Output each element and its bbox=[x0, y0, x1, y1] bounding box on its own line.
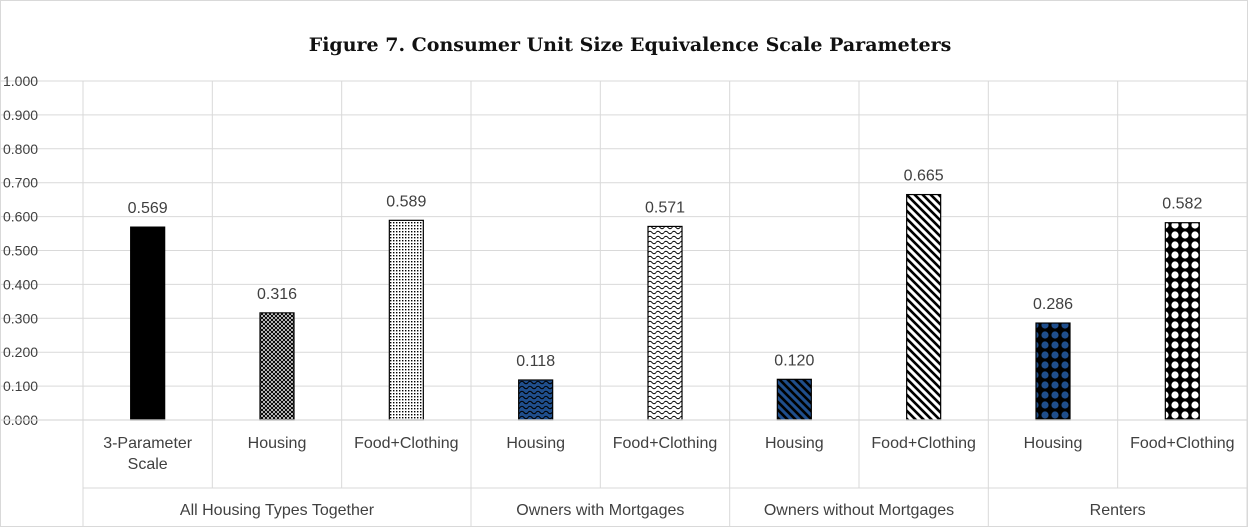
category-label: Food+Clothing bbox=[1130, 435, 1235, 452]
data-label: 0.665 bbox=[904, 168, 944, 185]
bar bbox=[1035, 322, 1071, 421]
bar bbox=[647, 225, 683, 421]
bar bbox=[518, 379, 554, 421]
y-tick-label: 0.100 bbox=[3, 378, 38, 394]
category-label: Scale bbox=[128, 456, 168, 473]
category-label: Food+Clothing bbox=[871, 435, 976, 452]
x-axis: 3-Parameter Scale Housing Food+Clothing Hous… bbox=[0, 419, 1248, 527]
y-tick-label: 0.300 bbox=[3, 310, 38, 326]
group-label: Renters bbox=[1090, 502, 1146, 519]
data-label: 0.571 bbox=[645, 199, 685, 216]
y-tick-label: 0.700 bbox=[3, 175, 38, 191]
data-label: 0.582 bbox=[1162, 196, 1202, 213]
bar bbox=[259, 312, 295, 421]
category-label: Housing bbox=[506, 435, 565, 452]
y-tick-label: 0.800 bbox=[3, 141, 38, 157]
data-label: 0.569 bbox=[128, 200, 168, 217]
data-label: 0.316 bbox=[257, 286, 297, 303]
y-tick-label: 1.000 bbox=[3, 73, 38, 89]
data-labels: 0.569 0.316 0.589 0.118 0.571 0.120 0.665 0.286… bbox=[128, 168, 1203, 370]
bar bbox=[1164, 222, 1200, 421]
bar bbox=[776, 378, 812, 421]
bars bbox=[130, 193, 1200, 421]
bar bbox=[388, 219, 424, 421]
category-label: 3-Parameter bbox=[103, 435, 193, 452]
data-label: 0.118 bbox=[516, 353, 555, 370]
category-label: Food+Clothing bbox=[354, 435, 459, 452]
category-label: Food+Clothing bbox=[613, 435, 718, 452]
category-label: Housing bbox=[1024, 435, 1083, 452]
y-tick-label: 0.900 bbox=[3, 107, 38, 123]
y-tick-label: 0.200 bbox=[3, 344, 38, 360]
y-tick-label: 0.500 bbox=[3, 243, 38, 259]
group-label: All Housing Types Together bbox=[180, 502, 375, 519]
bar bbox=[906, 193, 942, 421]
gridlines bbox=[0, 80, 1248, 421]
group-label: Owners with Mortgages bbox=[516, 502, 684, 519]
y-tick-label: 0.600 bbox=[3, 209, 38, 225]
chart-title: Figure 7. Consumer Unit Size Equivalence… bbox=[308, 34, 952, 56]
bar bbox=[130, 226, 166, 421]
group-label: Owners without Mortgages bbox=[764, 502, 954, 519]
data-label: 0.120 bbox=[774, 352, 814, 369]
y-tick-label: 0.400 bbox=[3, 276, 38, 292]
data-label: 0.589 bbox=[386, 193, 426, 210]
category-label: Housing bbox=[248, 435, 307, 452]
data-label: 0.286 bbox=[1033, 296, 1073, 313]
category-label: Housing bbox=[765, 435, 824, 452]
y-axis: 0.0000.1000.2000.3000.4000.5000.6000.700… bbox=[3, 73, 38, 428]
